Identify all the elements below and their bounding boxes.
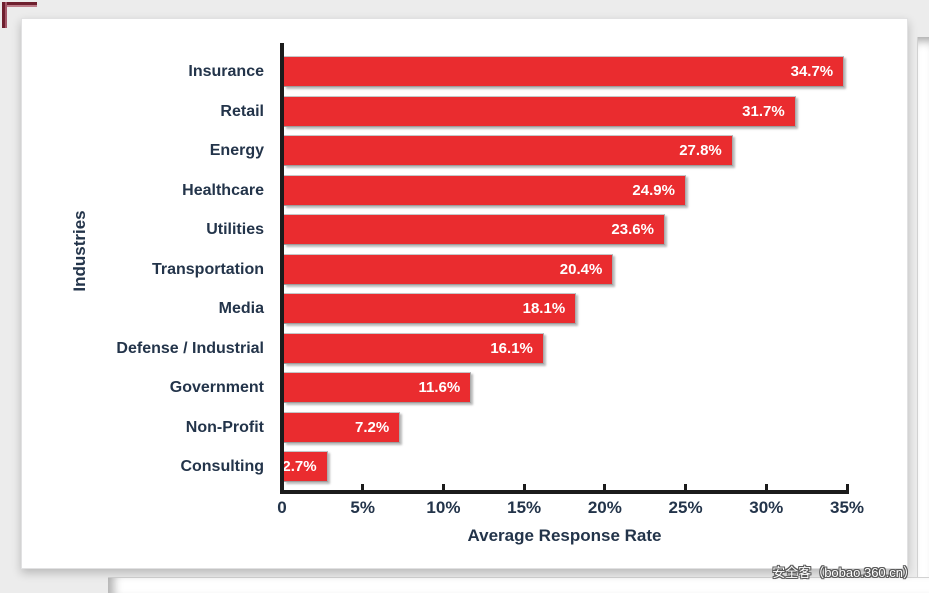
bar-track: 11.6% bbox=[284, 372, 849, 404]
chart-row: Non-Profit 7.2% bbox=[22, 411, 849, 452]
category-label: Non-Profit bbox=[185, 418, 264, 436]
chart-row: Retail 31.7% bbox=[22, 95, 849, 136]
tick-label: 10% bbox=[426, 498, 461, 517]
tick-label: 30% bbox=[749, 498, 784, 517]
x-axis-line bbox=[280, 490, 849, 494]
bar: 27.8% bbox=[284, 135, 733, 167]
tick-label: 15% bbox=[507, 498, 542, 517]
tick-label: 35% bbox=[829, 498, 865, 517]
category-label: Consulting bbox=[180, 458, 264, 476]
bar-track: 16.1% bbox=[284, 332, 849, 364]
bar-value-label: 23.6% bbox=[611, 221, 654, 239]
chart-row: Insurance 34.7% bbox=[22, 56, 849, 96]
tick-mark bbox=[522, 484, 526, 490]
chart-row: Media 18.1% bbox=[22, 293, 849, 333]
bar-chart: Industries Insurance 34.7% Retail 31.7% Ener… bbox=[22, 19, 907, 568]
tick-mark bbox=[280, 484, 284, 490]
bar-track: 34.7% bbox=[284, 56, 849, 87]
bar-track: 18.1% bbox=[284, 293, 849, 325]
category-label: Retail bbox=[220, 102, 264, 120]
bar-value-label: 20.4% bbox=[559, 260, 603, 278]
bar-value-label: 7.2% bbox=[355, 418, 390, 436]
tick-mark bbox=[603, 484, 607, 490]
bar: 16.1% bbox=[284, 332, 544, 364]
tick-label: 5% bbox=[350, 498, 375, 517]
chart-row: Healthcare 24.9% bbox=[22, 174, 849, 215]
bar-track: 20.4% bbox=[284, 253, 849, 285]
chart-row: Consulting 2.7% bbox=[22, 451, 849, 491]
bar-track: 2.7% bbox=[282, 451, 849, 483]
bar-track: 24.9% bbox=[284, 174, 849, 206]
bar: 20.4% bbox=[284, 253, 614, 285]
bar: 18.1% bbox=[284, 293, 577, 325]
bar-track: 23.6% bbox=[284, 214, 849, 246]
category-label: Healthcare bbox=[182, 181, 264, 199]
next-page-edge-bottom bbox=[108, 577, 929, 593]
corner-crop-mark-vertical bbox=[2, 2, 7, 28]
bar: 7.2% bbox=[284, 411, 401, 443]
chart-page: Industries Insurance 34.7% Retail 31.7% Ener… bbox=[21, 18, 908, 569]
bar-value-label: 34.7% bbox=[790, 63, 834, 80]
bar-value-label: 31.7% bbox=[742, 102, 785, 120]
tick-mark bbox=[441, 484, 445, 490]
tick-mark bbox=[684, 484, 688, 490]
tick-label: 20% bbox=[587, 498, 622, 517]
chart-row: Defense / Industrial 16.1% bbox=[22, 332, 849, 373]
bar: 2.7% bbox=[282, 451, 328, 483]
bar: 11.6% bbox=[284, 372, 472, 404]
category-label: Transportation bbox=[151, 260, 264, 278]
bar-rows: Insurance 34.7% Retail 31.7% Energy 27.8% Heal… bbox=[22, 56, 849, 491]
bar-value-label: 18.1% bbox=[522, 300, 566, 318]
tick-mark bbox=[764, 484, 768, 490]
bar: 31.7% bbox=[284, 95, 796, 127]
tick-mark bbox=[361, 484, 365, 490]
chart-row: Transportation 20.4% bbox=[22, 253, 849, 294]
chart-row: Energy 27.8% bbox=[22, 135, 849, 175]
next-page-edge-right bbox=[917, 37, 929, 593]
corner-crop-mark-horizontal bbox=[2, 2, 37, 7]
bar: 24.9% bbox=[284, 174, 686, 206]
category-label: Insurance bbox=[188, 63, 264, 80]
tick-mark bbox=[845, 484, 849, 490]
bar-value-label: 27.8% bbox=[679, 142, 722, 160]
category-label: Energy bbox=[209, 142, 264, 160]
category-label: Government bbox=[169, 379, 264, 397]
bar-value-label: 16.1% bbox=[490, 339, 533, 357]
y-axis-line bbox=[280, 43, 284, 494]
chart-row: Government 11.6% bbox=[22, 372, 849, 412]
bar-value-label: 2.7% bbox=[282, 458, 317, 476]
tick-label: 0 bbox=[277, 498, 287, 517]
watermark: 安全客（bobao.360.cn） bbox=[772, 565, 916, 580]
tick-label: 25% bbox=[668, 498, 703, 517]
bar-track: 7.2% bbox=[284, 411, 849, 443]
bar: 23.6% bbox=[284, 214, 665, 246]
bar-value-label: 11.6% bbox=[418, 379, 461, 397]
bar-value-label: 24.9% bbox=[632, 181, 675, 199]
x-axis-title: Average Response Rate bbox=[467, 526, 662, 545]
category-label: Media bbox=[218, 300, 264, 318]
category-label: Utilities bbox=[206, 221, 264, 239]
bar-track: 31.7% bbox=[284, 95, 849, 127]
bar-track: 27.8% bbox=[284, 135, 849, 167]
chart-row: Utilities 23.6% bbox=[22, 214, 849, 254]
bar: 34.7% bbox=[284, 56, 845, 87]
category-label: Defense / Industrial bbox=[116, 339, 264, 357]
